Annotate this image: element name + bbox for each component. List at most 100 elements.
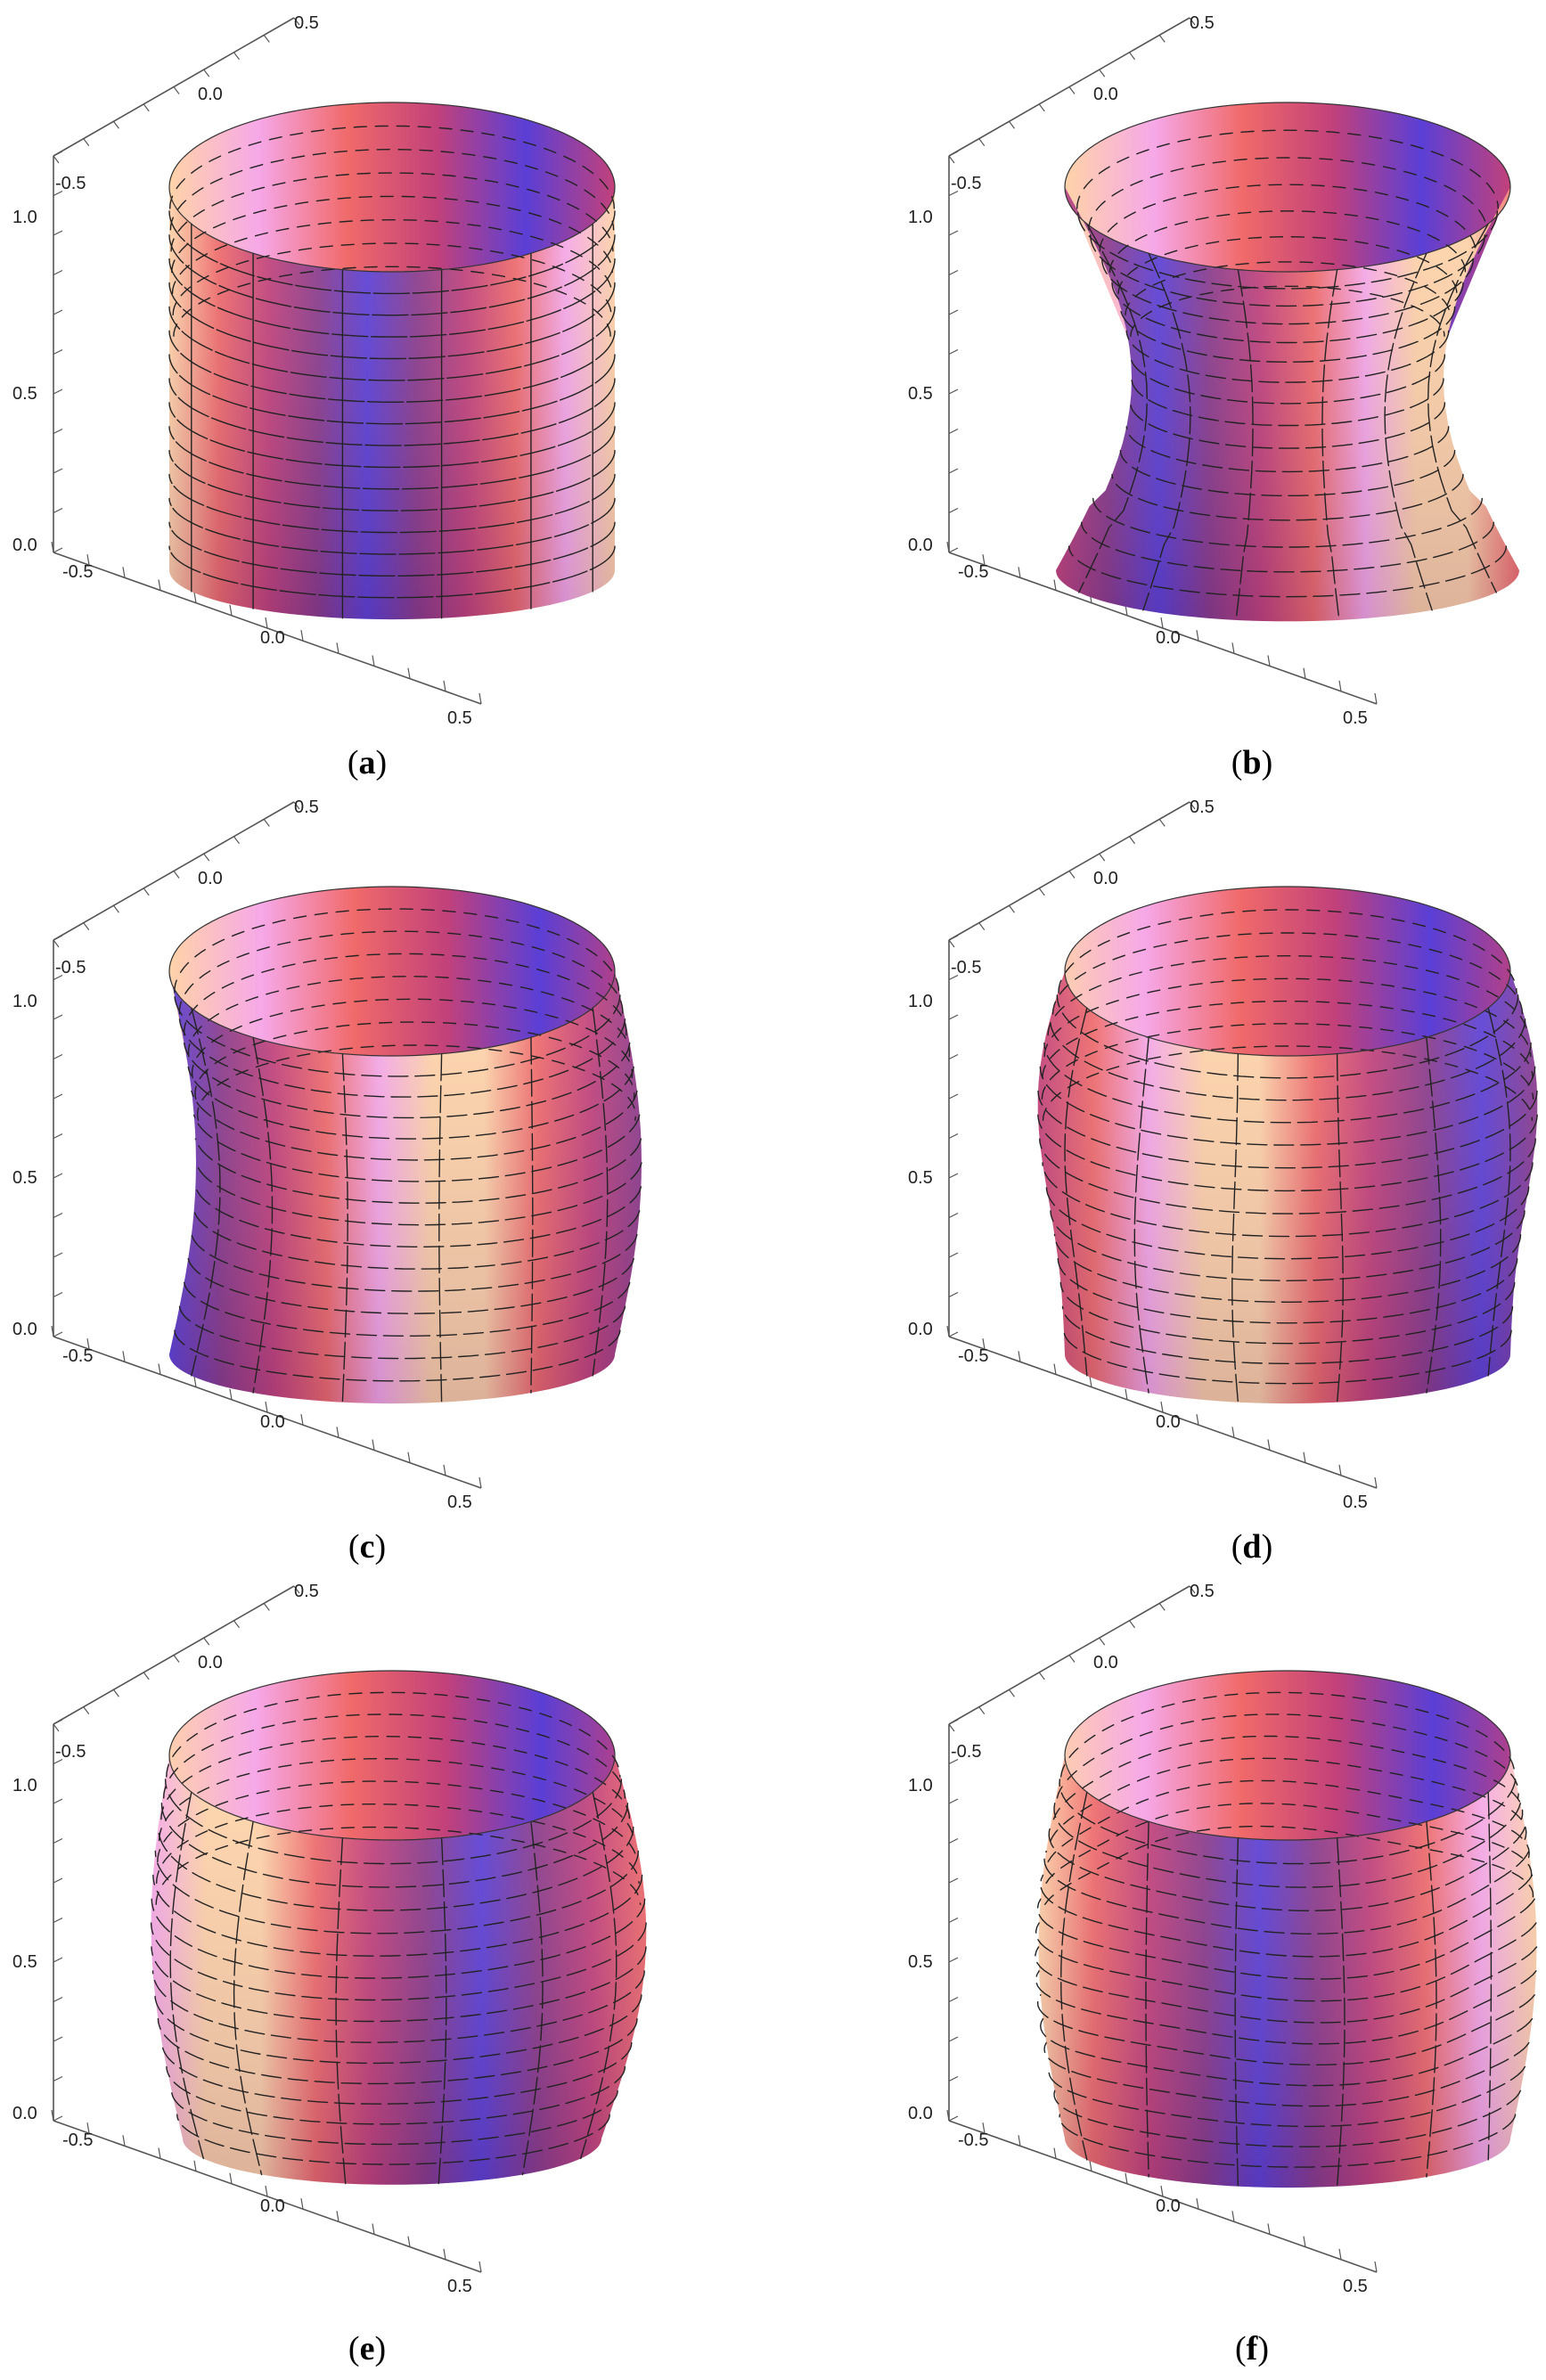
mesh-meridian bbox=[1321, 268, 1340, 621]
axis-tick bbox=[229, 604, 233, 616]
axis-tick bbox=[948, 2075, 959, 2082]
surface-plot bbox=[150, 1670, 647, 2185]
axis-tick bbox=[233, 52, 240, 61]
mesh-ring-inner bbox=[155, 1826, 642, 1905]
axis-tick bbox=[143, 103, 150, 112]
mesh-ring bbox=[1042, 1162, 1534, 1238]
axis-tick bbox=[336, 642, 339, 654]
tick-label: 0.5 bbox=[447, 1493, 472, 1512]
axis-tick bbox=[948, 468, 959, 474]
axis-tick bbox=[1038, 1672, 1045, 1681]
mesh-meridian bbox=[1133, 1036, 1149, 1394]
axis-tick bbox=[1158, 819, 1166, 827]
axes-box: 0.0 0.5 1.0 -0.5 0.0 0.5 -0.5 0.0 0.5 bbox=[908, 1582, 1378, 2296]
axis-tick bbox=[53, 1212, 63, 1219]
axis-tick bbox=[53, 155, 60, 164]
tick-label: 0.5 bbox=[294, 797, 319, 817]
mesh-meridian bbox=[1231, 1052, 1239, 1403]
mesh-ring bbox=[168, 306, 616, 381]
axis-tick bbox=[1196, 2198, 1199, 2210]
axis-tick bbox=[978, 138, 986, 146]
axis-tick bbox=[53, 388, 63, 395]
axis-tick bbox=[122, 1351, 126, 1362]
axis-tick bbox=[948, 1837, 959, 1844]
axis-tick bbox=[229, 1388, 233, 1400]
axis-tick bbox=[978, 1706, 986, 1714]
axis-tick bbox=[53, 309, 63, 315]
axis-tick bbox=[113, 1689, 119, 1697]
tick-label: -0.5 bbox=[62, 2131, 93, 2150]
axis-tick bbox=[265, 1401, 268, 1413]
axis-tick bbox=[1125, 1388, 1128, 1400]
tube-shading bbox=[1038, 1755, 1537, 2188]
axis-tick bbox=[1374, 2261, 1378, 2273]
tube-rim bbox=[168, 1670, 616, 1841]
axis-tick bbox=[1196, 630, 1199, 642]
axis-tick bbox=[948, 1719, 959, 1725]
tick-label: 0.0 bbox=[1093, 869, 1118, 888]
mesh-meridian bbox=[1384, 252, 1433, 611]
axis-tick bbox=[948, 230, 959, 236]
axis-tick bbox=[263, 35, 270, 43]
mesh-ring-inner bbox=[157, 1780, 638, 1863]
tick-label: 0.0 bbox=[198, 869, 223, 888]
tick-label: 0.5 bbox=[1190, 13, 1215, 33]
mesh-ring-inner bbox=[172, 242, 612, 315]
mesh-ring-inner bbox=[194, 1021, 635, 1100]
mesh-ring-inner bbox=[1052, 1735, 1524, 1820]
axis-tick bbox=[372, 2223, 375, 2235]
axis-tick bbox=[158, 2147, 161, 2159]
axis-tick bbox=[1267, 1439, 1271, 1451]
tube-rim bbox=[168, 886, 616, 1057]
axis-tick bbox=[1129, 52, 1135, 61]
mesh-ring bbox=[1081, 521, 1494, 573]
tick-label: 0.5 bbox=[12, 1168, 37, 1188]
axis-tick bbox=[948, 269, 959, 276]
axis-tick bbox=[53, 1014, 63, 1020]
panel-caption: (f) bbox=[1235, 2330, 1269, 2368]
axis-tick bbox=[1068, 86, 1076, 94]
mesh-ring-inner bbox=[1130, 285, 1445, 337]
axis-tick bbox=[948, 1723, 955, 1732]
axis-tick bbox=[982, 2122, 986, 2134]
tube-rim bbox=[1064, 1670, 1511, 1841]
mesh-meridian bbox=[252, 1036, 274, 1394]
mesh-ring bbox=[154, 1850, 639, 1934]
mesh-ring bbox=[154, 1994, 642, 2065]
mesh-ring-inner bbox=[1044, 1825, 1534, 1905]
axis-tick bbox=[53, 1173, 63, 1179]
mesh-meridian bbox=[1426, 1036, 1442, 1394]
mesh-ring bbox=[1043, 1042, 1532, 1124]
mesh-ring bbox=[1035, 1946, 1538, 2024]
mesh-ring bbox=[1129, 402, 1446, 449]
axis-tick bbox=[946, 1325, 950, 1337]
mesh-ring bbox=[1101, 258, 1474, 325]
axis-tick bbox=[1129, 1620, 1135, 1629]
axes-box: 0.0 0.5 1.0 -0.5 0.0 0.5 -0.5 0.0 0.5 bbox=[12, 797, 482, 1512]
tick-label: -0.5 bbox=[62, 562, 93, 582]
mesh-ring bbox=[1039, 1874, 1534, 1958]
tube-rim bbox=[168, 102, 616, 273]
axis-tick bbox=[1009, 904, 1015, 913]
axis-tick bbox=[53, 348, 63, 356]
axis-tick bbox=[173, 1655, 180, 1663]
tick-label: 0.5 bbox=[908, 384, 933, 404]
mesh-meridian bbox=[438, 1836, 447, 2185]
axis-tick bbox=[1160, 2185, 1164, 2197]
axis-tick bbox=[300, 630, 304, 642]
axis-tick bbox=[51, 2109, 54, 2122]
panel-e: 0.0 0.5 1.0 -0.5 0.0 0.5 -0.5 0.0 0.5 (e) bbox=[12, 1582, 647, 2368]
tick-label: 0.0 bbox=[1156, 2196, 1181, 2216]
mesh-ring-inner bbox=[1099, 184, 1476, 252]
axis-tick bbox=[293, 17, 300, 26]
axis-tick bbox=[1303, 667, 1306, 679]
mesh-ring bbox=[174, 1329, 621, 1382]
mesh-ring-inner bbox=[1059, 1691, 1516, 1778]
mesh-ring-inner bbox=[1047, 954, 1528, 1036]
axis-tick bbox=[336, 2211, 339, 2222]
mesh-ring bbox=[1059, 2114, 1517, 2168]
mesh-ring-inner bbox=[158, 1757, 634, 1842]
tube-shading bbox=[169, 971, 642, 1404]
tick-label: 1.0 bbox=[908, 1776, 933, 1795]
axis-tick bbox=[300, 1414, 304, 1426]
